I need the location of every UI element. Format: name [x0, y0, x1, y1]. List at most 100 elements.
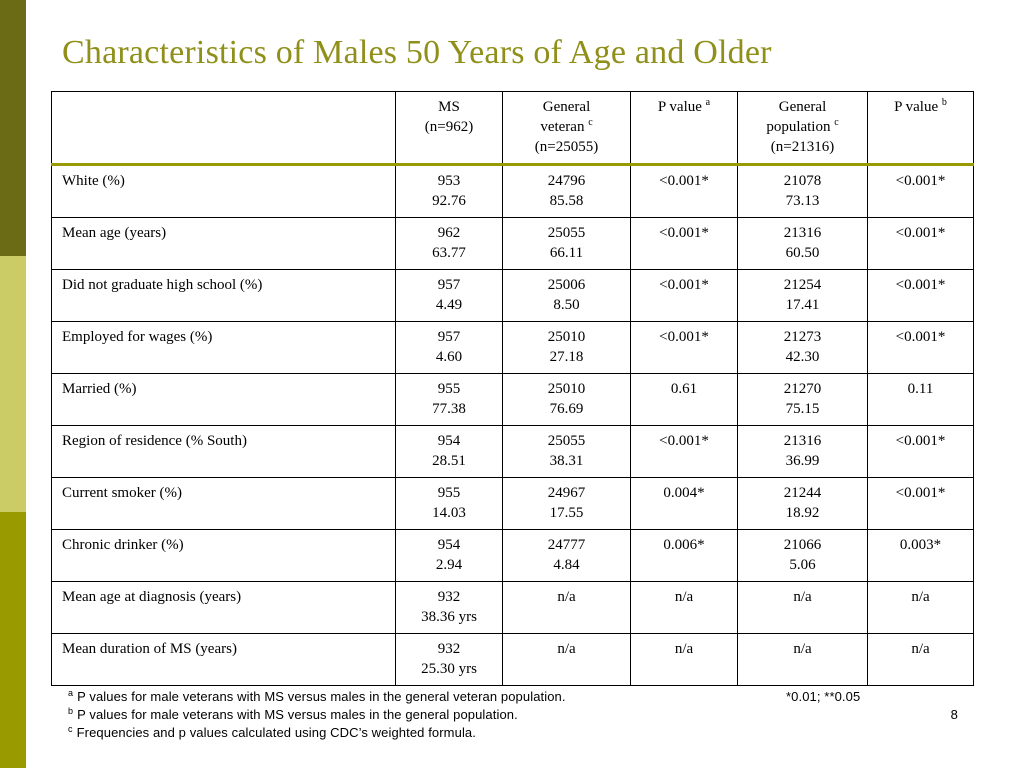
footnote-a-text: P values for male veterans with MS versu… [77, 689, 566, 704]
cell-general-population-line-1: n/a [793, 589, 812, 605]
header-general-population: General population c (n=21316) [737, 91, 868, 165]
header-gv-n: (n=25055) [534, 139, 599, 155]
cell-general-veteran-line-2: 76.69 [549, 401, 584, 417]
header-gv-label-2: veteran c [509, 117, 624, 137]
cell-general-veteran-line-2: 4.84 [553, 557, 580, 573]
cell-general-veteran: 24967 17.55 [502, 477, 631, 530]
cell-general-population: 21078 73.13 [737, 164, 868, 218]
header-gv-word: veteran [540, 119, 585, 135]
cell-general-veteran-line-1: 24796 [547, 173, 586, 189]
slide-title: Characteristics of Males 50 Years of Age… [62, 34, 772, 71]
cell-general-veteran-line-1: 25055 [547, 433, 586, 449]
cell-pvalue-a: <0.001* [630, 164, 738, 218]
header-pvalue-b: P value b [867, 91, 974, 165]
cell-pvalue-b: 0.11 [867, 373, 974, 426]
row-label: White (%) [51, 164, 396, 218]
cell-general-veteran-line-1: 25010 [547, 329, 586, 345]
cell-general-population-line-2: 75.15 [785, 401, 820, 417]
table-row: Current smoker (%) 955 14.03 24967 17.55 0.00… [51, 477, 974, 530]
cell-pvalue-b-line-1: 0.11 [907, 381, 934, 397]
cell-ms-line-1: 962 [437, 225, 461, 241]
row-label-line-1: White (%) [62, 173, 125, 189]
cell-pvalue-a-line-1: <0.001* [659, 225, 709, 241]
cell-ms: 957 4.49 [395, 269, 503, 322]
cell-general-population: 21273 42.30 [737, 321, 868, 374]
cell-ms-line-2: 38.36 yrs [421, 609, 477, 625]
row-label: Mean age at diagnosis (years) [51, 581, 396, 634]
table-row: Mean age at diagnosis (years) 932 38.36 yr… [51, 581, 974, 634]
cell-ms: 955 77.38 [395, 373, 503, 426]
cell-general-veteran: 25006 8.50 [502, 269, 631, 322]
cell-pvalue-a: <0.001* [630, 321, 738, 374]
cell-general-veteran-line-1: n/a [557, 641, 576, 657]
cell-pvalue-b: <0.001* [867, 321, 974, 374]
row-label: Current smoker (%) [51, 477, 396, 530]
table-row: Did not graduate high school (%) 957 4.49 2… [51, 269, 974, 322]
cell-general-population-line-2: 42.30 [785, 349, 820, 365]
cell-general-veteran-line-1: 25010 [547, 381, 586, 397]
cell-ms-line-1: 954 [437, 433, 461, 449]
cell-general-population-line-1: 21254 [783, 277, 822, 293]
cell-general-veteran-line-2: 8.50 [553, 297, 580, 313]
cell-general-population: 21270 75.15 [737, 373, 868, 426]
header-pb-label: P value [894, 99, 939, 115]
cell-pvalue-b: <0.001* [867, 269, 974, 322]
row-label: Employed for wages (%) [51, 321, 396, 374]
cell-general-population: 21316 36.99 [737, 425, 868, 478]
cell-pvalue-b-line-1: <0.001* [895, 433, 946, 449]
cell-general-population-line-2: 36.99 [785, 453, 820, 469]
cell-pvalue-b-line-1: 0.003* [899, 537, 942, 553]
cell-ms-line-1: 955 [437, 381, 461, 397]
row-label: Region of residence (% South) [51, 425, 396, 478]
cell-pvalue-b-line-1: <0.001* [895, 485, 946, 501]
cell-ms: 932 25.30 yrs [395, 633, 503, 686]
header-pa-label: P value [657, 99, 702, 115]
cell-general-veteran-line-2: 17.55 [549, 505, 584, 521]
cell-ms: 954 28.51 [395, 425, 503, 478]
cell-ms-line-1: 955 [437, 485, 461, 501]
cell-pvalue-b-line-1: <0.001* [895, 329, 946, 345]
row-label-line-1: Mean age at diagnosis (years) [62, 589, 242, 605]
footnote-b-mark: b [68, 705, 74, 716]
cell-general-population-line-2: 18.92 [785, 505, 820, 521]
header-pvalue-a: P value a [630, 91, 738, 165]
cell-ms-line-1: 932 [437, 641, 461, 657]
table-row: Married (%) 955 77.38 25010 76.69 0.61 21270 75… [51, 373, 974, 426]
cell-general-veteran: 25055 66.11 [502, 217, 631, 270]
page-number: 8 [950, 707, 958, 722]
cell-ms-line-2: 25.30 yrs [421, 661, 477, 677]
cell-pvalue-b-line-1: <0.001* [895, 225, 946, 241]
cell-general-veteran: 25010 27.18 [502, 321, 631, 374]
cell-pvalue-a-line-1: <0.001* [659, 329, 709, 345]
row-label-line-1: Mean duration of MS (years) [62, 641, 237, 657]
decorative-bar-top [0, 0, 26, 256]
cell-general-veteran: 24796 85.58 [502, 164, 631, 218]
table-row: Employed for wages (%) 957 4.60 25010 27.18 <… [51, 321, 974, 374]
cell-pvalue-a: n/a [630, 581, 738, 634]
cell-ms: 957 4.60 [395, 321, 503, 374]
cell-pvalue-b: n/a [867, 633, 974, 686]
header-ms-label: MS [438, 99, 460, 115]
cell-general-population-line-2: 17.41 [785, 297, 820, 313]
cell-pvalue-b-line-1: <0.001* [895, 173, 946, 189]
cell-general-veteran-line-1: 24777 [547, 537, 586, 553]
cell-ms-line-1: 954 [437, 537, 461, 553]
cell-pvalue-a: n/a [630, 633, 738, 686]
cell-ms-line-1: 957 [437, 277, 461, 293]
cell-general-veteran-line-1: 24967 [547, 485, 586, 501]
row-label: Did not graduate high school (%) [51, 269, 396, 322]
cell-pvalue-a-line-1: 0.61 [670, 381, 698, 397]
cell-pvalue-b: 0.003* [867, 529, 974, 582]
row-label: Mean duration of MS (years) [51, 633, 396, 686]
row-label-line-1: Married (%) [62, 381, 137, 397]
cell-ms: 954 2.94 [395, 529, 503, 582]
cell-ms-line-1: 953 [437, 173, 461, 189]
cell-general-population-line-1: 21316 [783, 225, 822, 241]
cell-pvalue-a-line-1: n/a [674, 641, 694, 657]
significance-note: *0.01; **0.05 [786, 689, 861, 704]
cell-general-population-line-1: 21316 [783, 433, 822, 449]
cell-ms: 955 14.03 [395, 477, 503, 530]
table-row: Mean age (years) 962 63.77 25055 66.11 <0.001… [51, 217, 974, 270]
footnote-c-mark: c [68, 723, 73, 734]
